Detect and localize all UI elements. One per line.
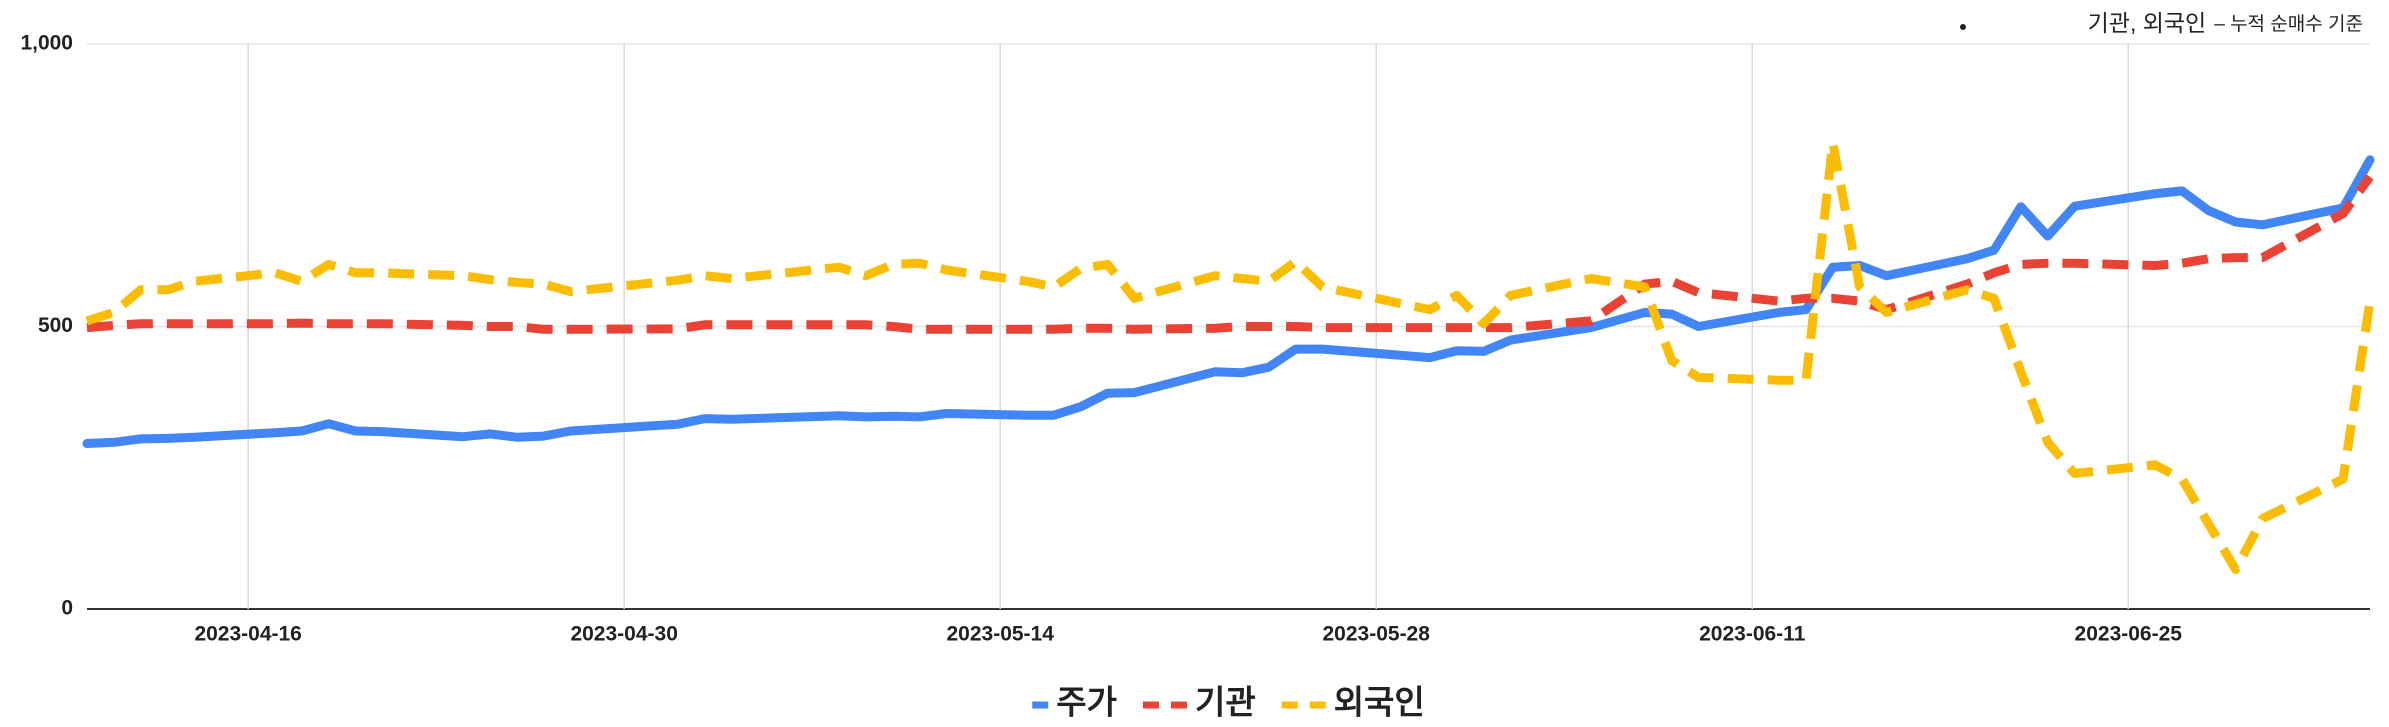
annotation-main: 기관, 외국인 <box>2088 10 2207 36</box>
x-tick-label: 2023-04-30 <box>570 623 677 646</box>
x-tick-label: 2023-05-14 <box>946 623 1054 646</box>
x-tick-label: 2023-06-11 <box>1699 623 1806 646</box>
x-tick-label: 2023-06-25 <box>2075 623 2183 646</box>
y-tick-label: 0 <box>61 597 73 620</box>
y-tick-label: 500 <box>38 314 73 337</box>
x-tick-label: 2023-04-16 <box>194 623 301 646</box>
annotation-sub: – 누적 순매수 기준 <box>2214 13 2363 35</box>
annotation: 기관, 외국인 – 누적 순매수 기준 <box>2088 10 2363 36</box>
y-tick-label: 1,000 <box>20 32 73 55</box>
legend: 주가 기관 외국인 <box>1032 684 1425 721</box>
note-bullet <box>1960 24 1966 30</box>
legend-label: 주가 <box>1056 684 1117 721</box>
series-line <box>85 138 2375 574</box>
series-line <box>82 155 2375 448</box>
series-line <box>86 174 2374 334</box>
legend-label: 외국인 <box>1334 684 1425 721</box>
x-tick-label: 2023-05-28 <box>1323 623 1431 646</box>
legend-label: 기관 <box>1195 684 1256 721</box>
